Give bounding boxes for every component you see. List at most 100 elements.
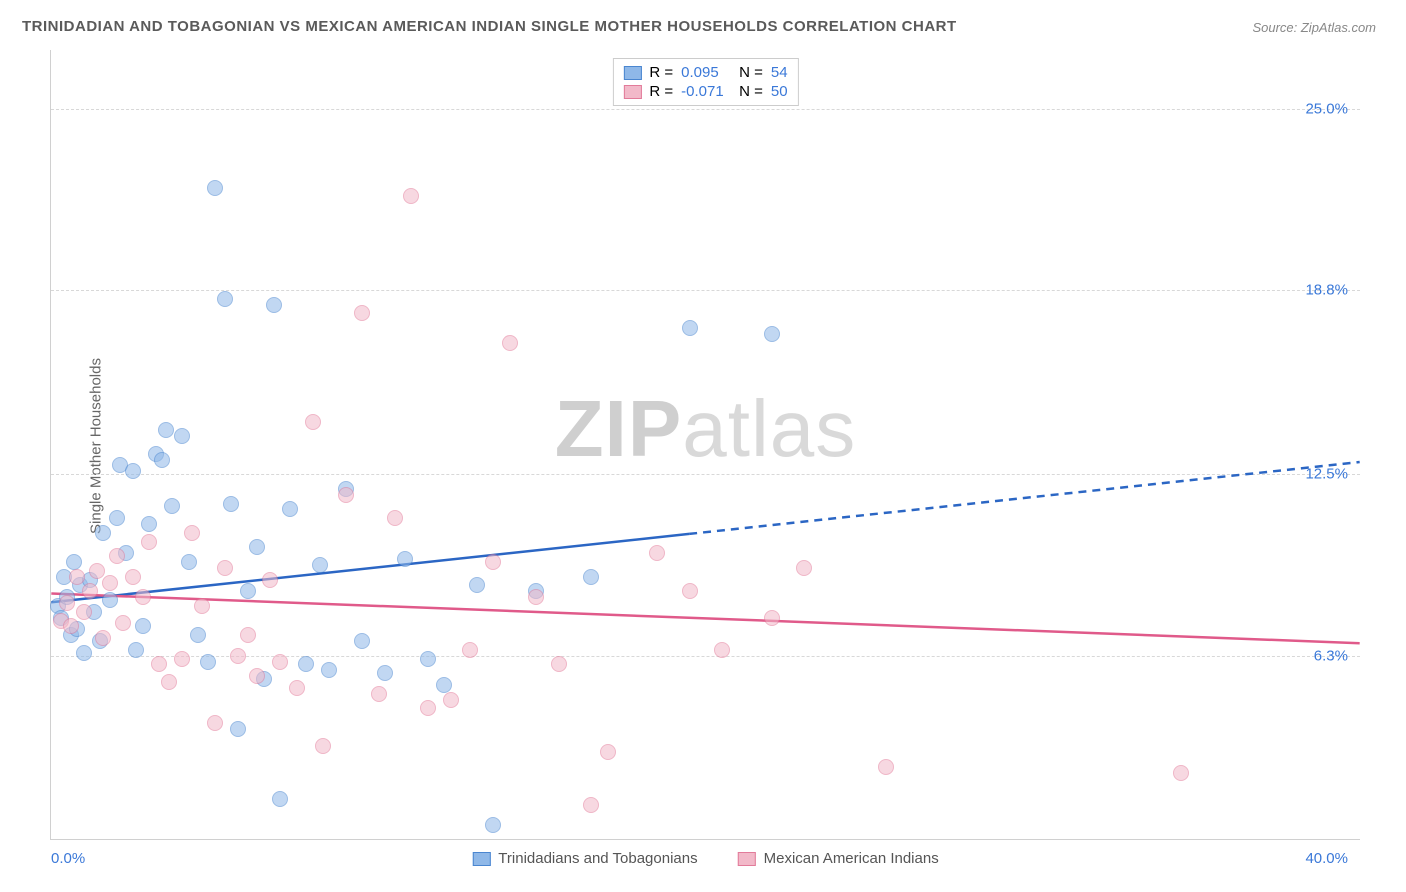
scatter-point [502, 335, 518, 351]
swatch-series-1-bottom [472, 852, 490, 866]
legend-row-series-2: R = -0.071 N = 50 [623, 82, 787, 101]
scatter-point [298, 656, 314, 672]
y-tick-label: 18.8% [1305, 281, 1348, 298]
scatter-point [387, 510, 403, 526]
scatter-point [223, 496, 239, 512]
scatter-point [217, 560, 233, 576]
scatter-point [135, 589, 151, 605]
scatter-point [764, 610, 780, 626]
scatter-point [174, 651, 190, 667]
gridline [51, 474, 1360, 475]
plot-area: ZIPatlas 6.3%12.5%18.8%25.0% 0.0%40.0% R… [50, 50, 1360, 840]
scatter-point [125, 463, 141, 479]
scatter-point [354, 633, 370, 649]
scatter-point [194, 598, 210, 614]
swatch-series-2 [623, 85, 641, 99]
scatter-point [485, 554, 501, 570]
scatter-point [59, 595, 75, 611]
scatter-point [878, 759, 894, 775]
scatter-point [89, 563, 105, 579]
scatter-point [600, 744, 616, 760]
legend-row-series-1: R = 0.095 N = 54 [623, 63, 787, 82]
scatter-point [69, 569, 85, 585]
n-value-2: 50 [771, 83, 788, 100]
scatter-point [66, 554, 82, 570]
n-label: N = [739, 64, 763, 81]
scatter-point [76, 645, 92, 661]
x-tick-label: 40.0% [1305, 850, 1348, 867]
watermark-thin: atlas [682, 384, 856, 473]
scatter-point [403, 188, 419, 204]
scatter-point [230, 721, 246, 737]
scatter-point [443, 692, 459, 708]
scatter-point [249, 668, 265, 684]
scatter-point [649, 545, 665, 561]
trend-lines-svg [51, 50, 1360, 839]
scatter-point [164, 498, 180, 514]
watermark: ZIPatlas [555, 383, 856, 475]
n-value-1: 54 [771, 64, 788, 81]
scatter-point [151, 656, 167, 672]
source-attribution: Source: ZipAtlas.com [1252, 20, 1376, 35]
series-1-name: Trinidadians and Tobagonians [498, 850, 697, 867]
scatter-point [158, 422, 174, 438]
scatter-point [462, 642, 478, 658]
scatter-point [315, 738, 331, 754]
scatter-point [305, 414, 321, 430]
scatter-point [141, 534, 157, 550]
scatter-point [217, 291, 233, 307]
scatter-point [76, 604, 92, 620]
scatter-point [230, 648, 246, 664]
scatter-point [714, 642, 730, 658]
y-tick-label: 12.5% [1305, 466, 1348, 483]
scatter-point [312, 557, 328, 573]
scatter-point [174, 428, 190, 444]
scatter-point [95, 525, 111, 541]
scatter-point [338, 487, 354, 503]
scatter-point [207, 180, 223, 196]
r-label: R = [649, 64, 673, 81]
scatter-point [583, 797, 599, 813]
r-label: R = [649, 83, 673, 100]
scatter-point [420, 651, 436, 667]
x-tick-label: 0.0% [51, 850, 85, 867]
scatter-point [371, 686, 387, 702]
chart-title: TRINIDADIAN AND TOBAGONIAN VS MEXICAN AM… [22, 18, 957, 35]
scatter-point [272, 654, 288, 670]
legend-item-series-1: Trinidadians and Tobagonians [472, 850, 697, 867]
scatter-point [190, 627, 206, 643]
scatter-point [125, 569, 141, 585]
gridline [51, 109, 1360, 110]
scatter-point [128, 642, 144, 658]
scatter-point [682, 320, 698, 336]
legend-item-series-2: Mexican American Indians [738, 850, 939, 867]
scatter-point [764, 326, 780, 342]
scatter-point [109, 548, 125, 564]
scatter-point [436, 677, 452, 693]
scatter-point [135, 618, 151, 634]
scatter-point [796, 560, 812, 576]
scatter-point [682, 583, 698, 599]
scatter-point [200, 654, 216, 670]
scatter-point [181, 554, 197, 570]
scatter-point [240, 583, 256, 599]
scatter-point [115, 615, 131, 631]
r-value-1: 0.095 [681, 64, 731, 81]
scatter-point [102, 575, 118, 591]
scatter-point [240, 627, 256, 643]
scatter-point [354, 305, 370, 321]
scatter-point [272, 791, 288, 807]
scatter-point [95, 630, 111, 646]
series-legend: Trinidadians and Tobagonians Mexican Ame… [472, 850, 938, 867]
scatter-point [583, 569, 599, 585]
trend-line-dashed [689, 462, 1360, 534]
scatter-point [469, 577, 485, 593]
scatter-point [289, 680, 305, 696]
swatch-series-2-bottom [738, 852, 756, 866]
scatter-point [154, 452, 170, 468]
scatter-point [207, 715, 223, 731]
scatter-point [161, 674, 177, 690]
scatter-point [249, 539, 265, 555]
gridline [51, 656, 1360, 657]
scatter-point [1173, 765, 1189, 781]
